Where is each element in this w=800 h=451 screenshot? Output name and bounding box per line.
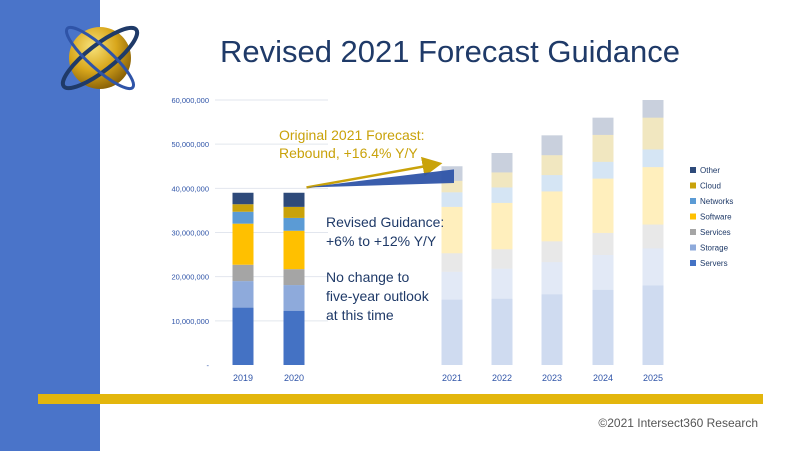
page-title: Revised 2021 Forecast Guidance	[219, 34, 681, 69]
bar-segment-cloud-2024	[592, 134, 614, 162]
bar-segment-storage-2020	[283, 285, 305, 311]
bar-segment-other-2023	[541, 135, 563, 156]
bar-segment-other-2020	[283, 192, 305, 207]
bar-segment-services-2022	[491, 249, 513, 269]
legend-label-servers: Servers	[700, 259, 728, 268]
revised-guidance-line-2: +6% to +12% Y/Y	[326, 233, 437, 249]
bar-segment-networks-2024	[592, 161, 614, 179]
y-tick-label: 60,000,000	[171, 96, 209, 105]
bar-segment-software-2024	[592, 178, 614, 233]
accent-divider-bar	[38, 394, 763, 404]
x-tick-label: 2024	[593, 373, 613, 383]
x-tick-label: 2019	[233, 373, 253, 383]
y-tick-label: 20,000,000	[171, 273, 209, 282]
bar-segment-other-2019	[232, 192, 254, 205]
bar-segment-services-2020	[283, 269, 305, 286]
bar-segment-software-2023	[541, 191, 563, 242]
x-tick-label: 2022	[492, 373, 512, 383]
bar-segment-networks-2023	[541, 175, 563, 192]
bar-segment-cloud-2019	[232, 204, 254, 212]
legend-swatch-software	[690, 213, 696, 220]
stacked-bar-chart: - 10,000,000 20,000,000 30,000,000 40,000,00…	[171, 96, 733, 383]
legend-label-networks: Networks	[700, 197, 733, 206]
bar-segment-servers-2025	[642, 285, 664, 365]
bar-segment-networks-2019	[232, 211, 254, 224]
legend-swatch-storage	[690, 244, 696, 251]
bar-segment-cloud-2022	[491, 172, 513, 188]
y-tick-label: -	[207, 361, 210, 370]
bar-segment-servers-2023	[541, 294, 563, 365]
bar-segment-servers-2019	[232, 307, 254, 365]
bar-segment-storage-2021	[441, 271, 463, 300]
y-tick-label: 30,000,000	[171, 229, 209, 238]
bar-segment-networks-2020	[283, 217, 305, 231]
legend-swatch-networks	[690, 198, 696, 204]
bar-segment-storage-2023	[541, 262, 563, 295]
bar-segment-software-2025	[642, 167, 664, 225]
revised-guidance-annotation: Revised Guidance: +6% to +12% Y/Y	[326, 213, 444, 251]
no-change-line-1: No change to	[326, 269, 410, 285]
revised-guidance-arrow	[306, 169, 454, 188]
bar-segment-storage-2025	[642, 248, 664, 286]
bar-segment-storage-2024	[592, 255, 614, 290]
bar-segment-services-2021	[441, 253, 463, 272]
bar-segment-cloud-2021	[441, 180, 463, 193]
y-tick-label: 50,000,000	[171, 140, 209, 149]
no-change-line-3: at this time	[326, 307, 394, 323]
y-tick-label: 40,000,000	[171, 184, 209, 193]
legend-swatch-services	[690, 229, 696, 235]
bar-segment-services-2023	[541, 241, 563, 263]
bar-segment-software-2022	[491, 202, 513, 250]
bar-segment-networks-2025	[642, 149, 664, 168]
legend-label-software: Software	[700, 213, 732, 222]
bar-segment-cloud-2023	[541, 155, 563, 176]
bar-segment-software-2020	[283, 230, 305, 270]
bar-segment-servers-2021	[441, 299, 463, 365]
bar-segment-software-2021	[441, 206, 463, 254]
legend-label-services: Services	[700, 228, 731, 237]
bar-segment-software-2019	[232, 223, 254, 265]
bar-segment-servers-2022	[491, 298, 513, 365]
y-tick-label: 10,000,000	[171, 317, 209, 326]
copyright-text: ©2021 Intersect360 Research	[598, 416, 758, 430]
original-forecast-annotation: Original 2021 Forecast: Rebound, +16.4% …	[279, 126, 425, 162]
no-change-line-2: five-year outlook	[326, 288, 429, 304]
bar-segment-cloud-2020	[283, 206, 305, 218]
legend-label-other: Other	[700, 166, 720, 175]
original-forecast-line-1: Original 2021 Forecast:	[279, 127, 425, 143]
original-forecast-line-2: Rebound, +16.4% Y/Y	[279, 145, 418, 161]
original-forecast-arrow	[306, 156, 443, 189]
bar-segment-networks-2021	[441, 192, 463, 207]
no-change-annotation: No change to five-year outlook at this t…	[326, 268, 429, 325]
bar-segment-services-2025	[642, 224, 664, 249]
bar-segment-servers-2020	[283, 310, 305, 365]
legend-swatch-servers	[690, 260, 696, 266]
bar-segment-services-2024	[592, 232, 614, 256]
bar-segment-storage-2019	[232, 281, 254, 308]
legend-swatch-cloud	[690, 182, 696, 189]
x-tick-label: 2021	[442, 373, 462, 383]
bar-segment-other-2024	[592, 117, 614, 135]
legend-label-cloud: Cloud	[700, 182, 721, 191]
legend-label-storage: Storage	[700, 244, 729, 253]
globe-logo-icon	[60, 25, 140, 91]
bar-segment-other-2025	[642, 100, 664, 118]
x-tick-label: 2025	[643, 373, 663, 383]
bar-segment-servers-2024	[592, 289, 614, 365]
bar-segment-services-2019	[232, 264, 254, 282]
bar-segment-storage-2022	[491, 268, 513, 299]
bar-segment-networks-2022	[491, 187, 513, 203]
legend-swatch-other	[690, 167, 696, 173]
revised-guidance-line-1: Revised Guidance:	[326, 214, 445, 230]
x-tick-label: 2023	[542, 373, 562, 383]
x-tick-label: 2020	[284, 373, 304, 383]
bar-segment-other-2022	[491, 153, 513, 173]
bar-segment-cloud-2025	[642, 117, 664, 150]
